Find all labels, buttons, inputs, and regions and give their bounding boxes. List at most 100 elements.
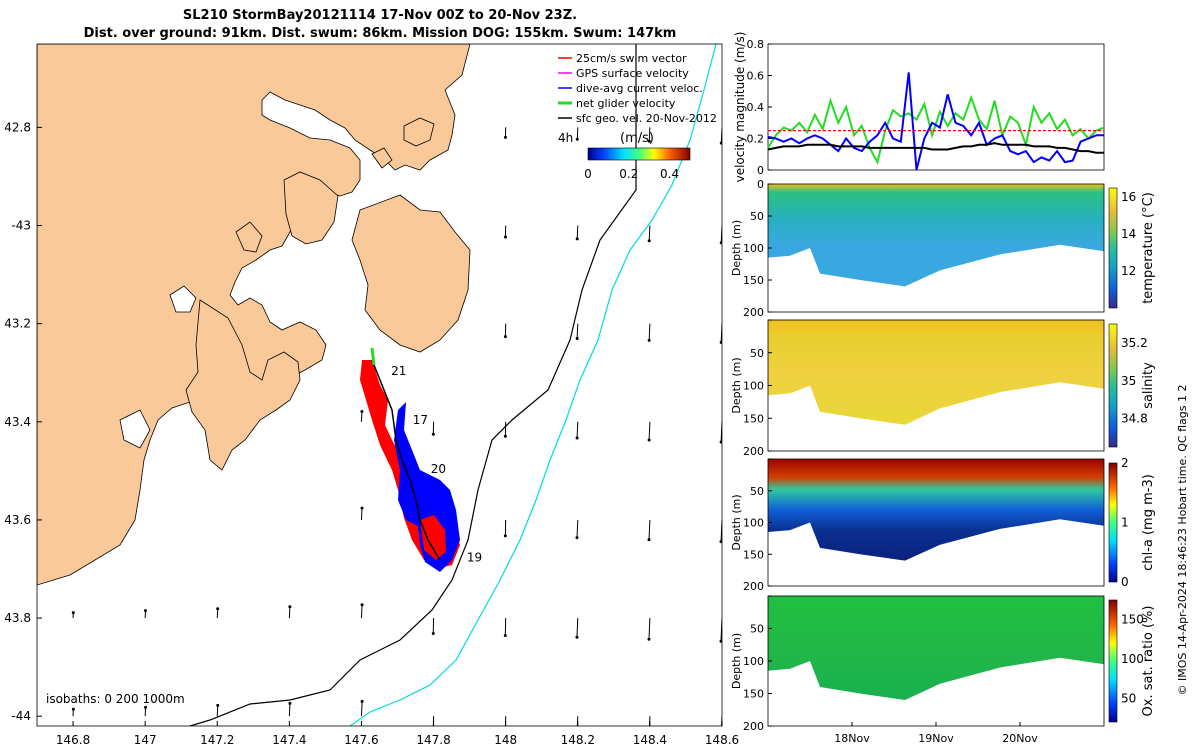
profile-colorbar-tick: 100 (1121, 652, 1144, 666)
geo-velocity-arrowhead (575, 635, 579, 639)
geo-velocity-arrowhead (719, 540, 722, 544)
velocity-series-line (767, 72, 1104, 171)
time-tick-label: 19Nov (918, 732, 954, 745)
velocity-y-tick-label: 0.2 (747, 133, 765, 146)
geo-velocity-arrowhead (431, 432, 435, 436)
profile-colorbar-tick: 12 (1121, 264, 1136, 278)
geo-velocity-arrowhead (647, 637, 651, 641)
profile-heatmap (768, 320, 1104, 425)
x-tick-label: 146.8 (56, 733, 90, 747)
geo-velocity-arrowhead (647, 338, 651, 342)
profile-colorbar (1108, 187, 1118, 309)
legend-label: GPS surface velocity (576, 67, 689, 80)
colorbar-tick: 0.2 (619, 167, 638, 181)
colorbar-tick: 0.4 (660, 167, 679, 181)
profile-y-tick-label: 150 (743, 412, 764, 425)
profile-colorbar-label: chl-a (mg m-3) (1141, 474, 1156, 571)
profile-colorbar (1108, 599, 1118, 723)
profile-y-tick-label: 200 (743, 580, 764, 593)
colorbar-label: (m/s) (620, 131, 654, 146)
y-tick-label: 43.2 (4, 317, 31, 331)
time-tick-label: 18Nov (834, 732, 870, 745)
geo-velocity-arrowhead (719, 241, 722, 245)
isobath-1000m (349, 44, 717, 726)
profile-y-tick-label: 50 (750, 485, 764, 498)
geo-velocity-arrowhead (647, 538, 651, 542)
day-label: 19 (467, 550, 482, 564)
profile-colorbar (1108, 323, 1118, 448)
geo-velocity-arrowhead (71, 707, 75, 711)
geo-velocity-arrow (576, 618, 579, 638)
day-label: 21 (391, 364, 406, 378)
velocity-y-tick-label: 0.4 (747, 101, 765, 114)
x-tick-label: 148 (494, 733, 517, 747)
profile-y-tick-label: 100 (743, 517, 764, 530)
geo-velocity-arrow (360, 604, 363, 619)
x-tick-label: 147.6 (344, 733, 378, 747)
profile-y-tick-label: 200 (743, 445, 764, 458)
day-label: 17 (413, 413, 428, 427)
profile-y-tick-label: 100 (743, 380, 764, 393)
geo-velocity-arrow (576, 127, 579, 140)
y-tick-label: 43.4 (4, 415, 31, 429)
legend-label: sfc geo. vel. 20-Nov-2012 (576, 112, 717, 125)
profile-colorbar-tick: 16 (1121, 190, 1136, 204)
footer-credit: © IMOS 14-Apr-2024 18:46:23 Hobart time.… (1176, 385, 1189, 696)
land-island (283, 171, 339, 245)
profile-y-tick-label: 200 (743, 720, 764, 733)
profile-colorbar-label: salinity (1141, 362, 1156, 409)
geo-velocity-arrow (576, 225, 579, 239)
profile-ylabel: Depth (m) (730, 633, 743, 689)
geo-velocity-arrowhead (288, 701, 292, 705)
profile-colorbar-tick: 35.2 (1121, 336, 1148, 350)
water-inlet (119, 409, 151, 449)
profile-ylabel: Depth (m) (730, 220, 743, 276)
geo-velocity-arrow (648, 323, 651, 341)
isobath-200m (189, 44, 637, 726)
geo-velocity-arrowhead (575, 137, 579, 141)
profile-colorbar-tick: 0 (1121, 575, 1129, 589)
profile-colorbar-tick: 34.8 (1121, 412, 1148, 426)
velocity-ylabel: velocity magnitude (m/s) (733, 32, 747, 183)
velocity-y-tick-label: 0.8 (747, 38, 765, 51)
geo-velocity-arrow (648, 519, 651, 540)
geo-velocity-arrow (648, 716, 651, 726)
day-label: 20 (431, 462, 446, 476)
profile-colorbar (1108, 462, 1118, 583)
geo-velocity-arrowhead (288, 605, 292, 609)
geo-velocity-arrowhead (143, 609, 147, 613)
geo-velocity-arrow (648, 225, 651, 241)
geo-velocity-arrowhead (719, 440, 722, 444)
geo-velocity-arrow (576, 716, 579, 726)
geo-velocity-arrowhead (647, 139, 651, 143)
net-glider-velocity (370, 347, 376, 366)
geo-velocity-arrowhead (647, 239, 651, 243)
profile-y-tick-label: 150 (743, 274, 764, 287)
figure-title-line2: Dist. over ground: 91km. Dist. swum: 86k… (83, 26, 677, 41)
land-maria-island (403, 117, 435, 147)
x-tick-label: 147.4 (272, 733, 306, 747)
geo-velocity-arrow (360, 508, 363, 520)
profile-y-tick-label: 100 (743, 655, 764, 668)
geo-velocity-arrow (648, 618, 651, 640)
x-tick-label: 147 (134, 733, 157, 747)
geo-velocity-arrow (648, 127, 651, 142)
geo-velocity-arrowhead (360, 409, 364, 413)
geo-velocity-arrow (576, 421, 579, 439)
y-tick-label: 43.8 (4, 611, 31, 625)
profile-colorbar-tick: 1 (1121, 516, 1129, 530)
geo-velocity-arrow (360, 701, 363, 717)
geo-velocity-arrowhead (575, 336, 579, 340)
velocity-series-line (767, 94, 1105, 165)
geo-velocity-arrowhead (216, 607, 220, 611)
colorbar (587, 147, 691, 161)
profile-colorbar-tick: 150 (1121, 613, 1144, 627)
land-forestier-peninsula (351, 194, 471, 353)
profile-y-tick-label: 50 (750, 210, 764, 223)
water-inlet (169, 285, 197, 313)
geo-velocity-arrowhead (719, 141, 722, 145)
velocity-y-tick-label: 0.6 (747, 70, 765, 83)
geo-velocity-arrowhead (360, 699, 364, 703)
time-tick-label: 20Nov (1002, 732, 1038, 745)
